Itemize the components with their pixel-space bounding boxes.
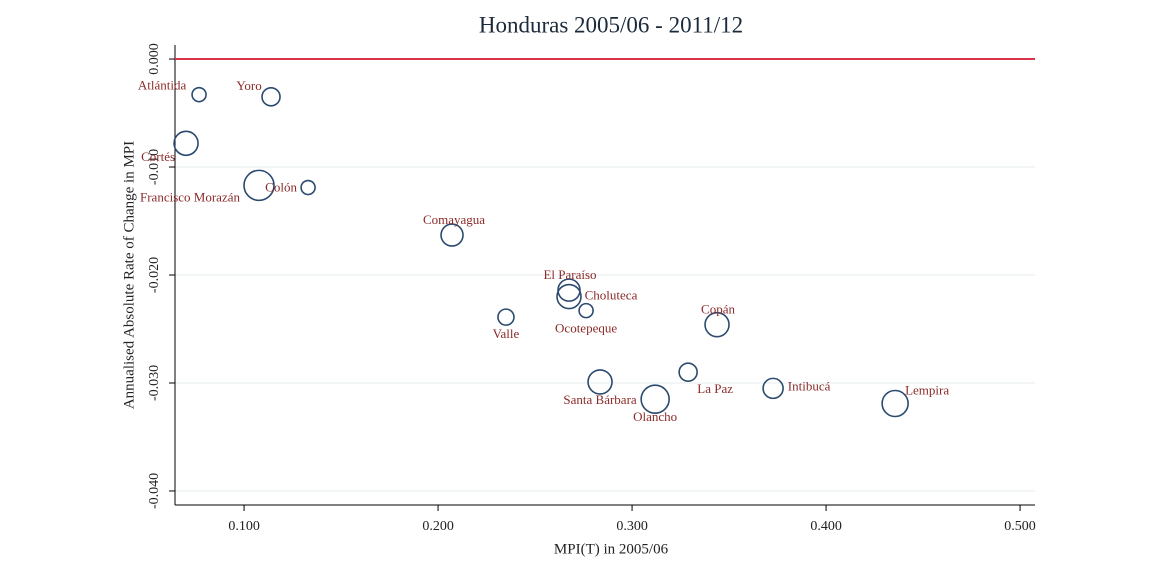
y-tick-label: -0.030 xyxy=(147,365,162,401)
point-label: Atlántida xyxy=(138,78,187,93)
x-tick-label: 0.500 xyxy=(1004,519,1036,534)
point-label: Ocotepeque xyxy=(555,321,617,336)
bubble xyxy=(557,278,581,302)
point-label: Lempira xyxy=(905,382,949,397)
point-label: Yoro xyxy=(236,78,261,93)
point-label: La Paz xyxy=(697,381,733,396)
bubble xyxy=(243,169,275,202)
x-tick-label: 0.400 xyxy=(810,519,842,534)
point-label: El Paraíso xyxy=(543,267,596,282)
bubble xyxy=(556,283,582,310)
y-tick-label: -0.020 xyxy=(147,257,162,293)
x-tick-label: 0.100 xyxy=(228,519,260,534)
bubble xyxy=(440,223,464,247)
point-label: Santa Bárbara xyxy=(563,392,637,407)
x-tick-label: 0.300 xyxy=(616,519,648,534)
bubble xyxy=(191,86,207,103)
bubble xyxy=(578,302,594,319)
bubble xyxy=(704,311,730,338)
point-label: Valle xyxy=(493,326,520,341)
bubble xyxy=(762,377,784,400)
y-axis-title: Annualised Absolute Rate of Change in MP… xyxy=(121,141,137,409)
y-tick-label: 0.000 xyxy=(147,43,162,75)
point-label: Olancho xyxy=(633,409,677,424)
bubble xyxy=(300,179,316,196)
bubble xyxy=(587,369,613,395)
x-axis-title: MPI(T) in 2005/06 xyxy=(554,541,669,557)
point-label: Colón xyxy=(265,180,297,195)
bubble xyxy=(640,384,670,414)
bubble xyxy=(261,87,281,107)
point-label: Cortés xyxy=(141,149,175,164)
x-tick-label: 0.200 xyxy=(422,519,454,534)
y-tick-label: -0.010 xyxy=(147,149,162,185)
bubble xyxy=(881,389,909,418)
y-tick-label: -0.040 xyxy=(147,473,162,509)
point-label: Choluteca xyxy=(585,288,638,303)
chart-title: Honduras 2005/06 - 2011/12 xyxy=(479,12,743,37)
point-label: Intibucá xyxy=(788,378,831,393)
bubble xyxy=(497,308,515,326)
bubble xyxy=(173,130,199,157)
bubble xyxy=(678,362,698,382)
point-label: Francisco Morazán xyxy=(140,189,240,204)
point-label: Copán xyxy=(701,302,735,317)
point-label: Comayagua xyxy=(423,212,485,227)
